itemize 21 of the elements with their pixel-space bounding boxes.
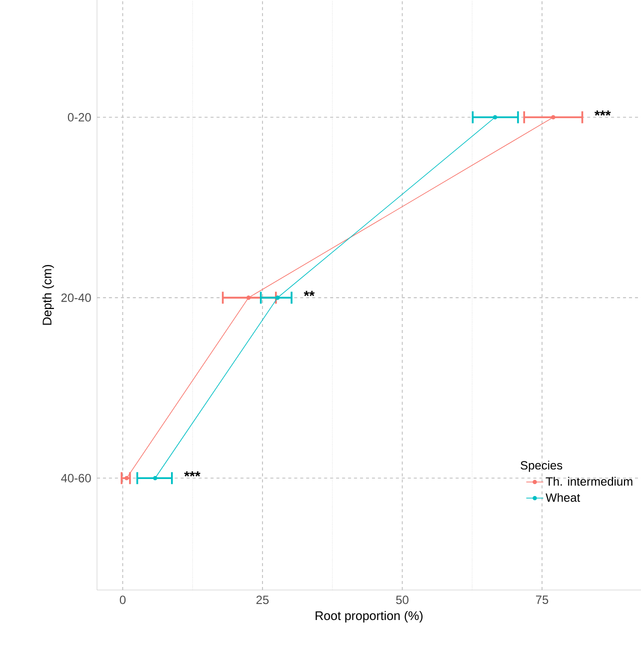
x-tick-label: 50	[396, 596, 408, 604]
x-axis-title: Root proportion (%)	[316, 610, 423, 623]
point	[275, 296, 280, 300]
y-tick-label: 20-40	[61, 293, 91, 302]
y-axis-title: Depth (cm)	[42, 264, 54, 325]
annotation: **	[304, 290, 315, 296]
point	[124, 476, 129, 480]
x-tick-label: 75	[536, 596, 548, 604]
x-tick-label: 0	[120, 596, 126, 604]
point	[551, 115, 556, 120]
annotation: ***	[594, 110, 611, 116]
legend-label: Wheat	[546, 493, 580, 502]
annotation: ***	[184, 471, 200, 477]
point	[246, 296, 251, 300]
legend-title: Species	[520, 460, 562, 472]
point	[153, 476, 158, 480]
legend-label: Th. intermedium	[546, 476, 632, 486]
point	[492, 115, 498, 120]
x-tick-label: 25	[256, 596, 269, 604]
y-tick-label: 40-60	[61, 474, 91, 482]
y-tick-label: 0-20	[68, 113, 91, 122]
